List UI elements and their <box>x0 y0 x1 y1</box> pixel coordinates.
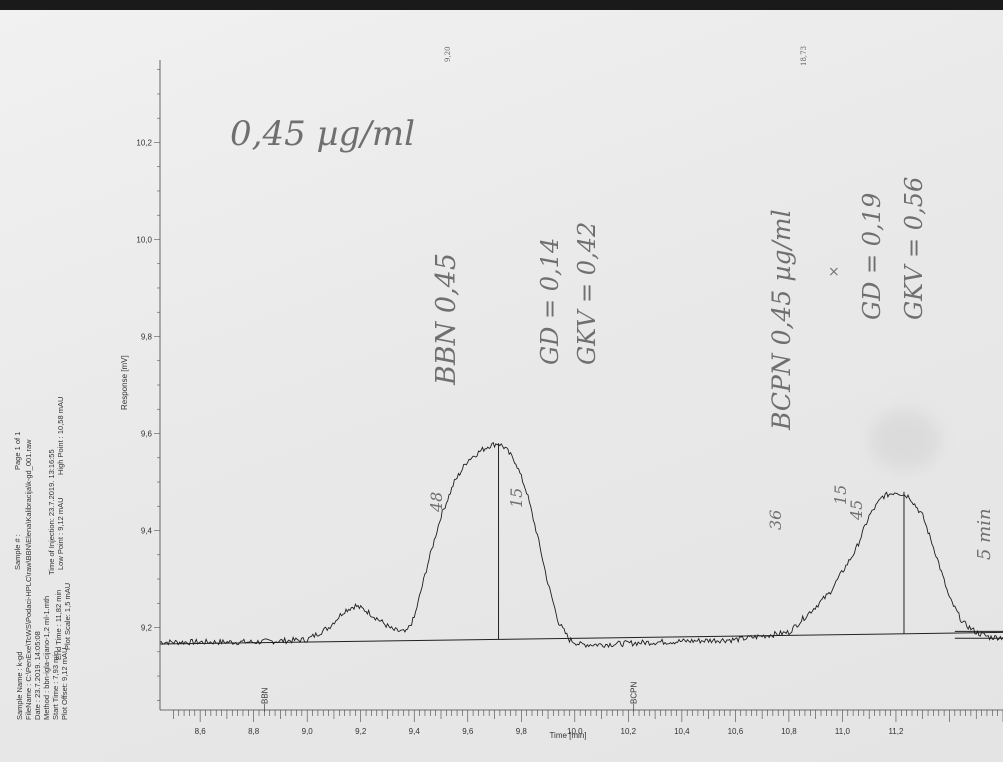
x-tick-label: 10,2 <box>621 727 637 736</box>
method-name: Method : bbn-igla-cijano-1,2 ml-1.mth <box>42 596 51 720</box>
sample-name: Sample Name : k-gd <box>15 652 24 720</box>
hand-gkv-bcpn: GKV = 0,56 <box>900 177 928 320</box>
x-tick-label: 10,0 <box>567 727 583 736</box>
x-tick-label: 9,6 <box>462 727 474 736</box>
plot-offset: Plot Offset: 9,12 mAU <box>60 648 69 720</box>
y-tick-label: 9,2 <box>141 624 153 633</box>
peak-marker-label: BBN <box>260 687 269 704</box>
x-tick-label: 10,6 <box>728 727 744 736</box>
page-indicator: Page 1 of 1 <box>13 432 22 470</box>
hand-tailing-bbn: 15 <box>507 488 526 508</box>
hand-tailing-bcpn-2: 45 <box>847 500 866 521</box>
axes <box>159 60 1003 711</box>
hand-gkv-bbn: GKV = 0,42 <box>573 222 601 365</box>
y-tick-label: 9,6 <box>141 430 153 439</box>
x-tick-label: 11,2 <box>888 727 904 736</box>
report-metadata: Sample Name : k-gd Sample # : Page 1 of … <box>13 397 72 720</box>
handwritten-notes: 0,45 µg/ml BBN 0,45 GD = 0,14 GKV = 0,42… <box>230 114 995 560</box>
peak-marker-label: BCPN <box>630 682 639 704</box>
x-tick-label: 10,4 <box>674 727 690 736</box>
hand-gd-bcpn: GD = 0,19 <box>858 193 886 320</box>
y-tick-label: 9,4 <box>141 527 153 536</box>
x-tick-label: 10,8 <box>781 727 797 736</box>
y-tick-label: 10,0 <box>136 235 152 244</box>
peak-height-lines <box>498 443 905 640</box>
hand-width-bbn: 48 <box>427 492 446 513</box>
x-tick-label: 11,0 <box>835 727 851 736</box>
x-tick-label: 8,6 <box>195 727 207 736</box>
injection-time: Time of Injection: 23.7.2019. 13:16:55 <box>47 449 56 575</box>
x-tick-label: 8,8 <box>248 727 260 736</box>
y-minor-ticks <box>154 69 160 701</box>
x-minor-ticks <box>173 710 1003 722</box>
printout-paper <box>0 10 1003 762</box>
hand-cross-mark: × <box>828 264 840 280</box>
x-tick-label: 9,2 <box>355 727 367 736</box>
hand-bcpn-label: BCPN 0,45 µg/ml <box>767 209 796 431</box>
hand-width-bcpn: 36 <box>766 510 785 530</box>
x-tick-label: 9,0 <box>302 727 314 736</box>
low-point: Low Point : 9,12 mAU <box>56 497 65 570</box>
start-time: Start Time : 7,93 min <box>51 651 60 720</box>
top-annotation-1: 9,20 <box>444 46 452 62</box>
hand-run-time: 5 min <box>974 508 995 560</box>
hand-concentration: 0,45 µg/ml <box>230 114 415 154</box>
hand-gd-bbn: GD = 0,14 <box>536 238 564 365</box>
x-tick-label: 9,4 <box>409 727 421 736</box>
y-tick-label: 10,2 <box>136 138 152 147</box>
series-group <box>159 441 1003 649</box>
y-tick-label: 9,8 <box>141 332 153 341</box>
x-axis-title: Time [min] <box>549 731 586 740</box>
file-name: FileName : C:\PenExe\TcWS\Podaci-HPLC\ra… <box>24 439 33 720</box>
sample-number: Sample # : <box>13 534 22 570</box>
peak-markers: BBN BCPN <box>260 682 639 712</box>
chromatogram-trace <box>159 441 1003 649</box>
hand-tailing-bcpn-1: 15 <box>831 485 850 505</box>
x-tick-label: 9,8 <box>516 727 528 736</box>
high-point: High Point : 10,58 mAU <box>56 397 65 475</box>
plot-scale: Plot Scale: 1,5 mAU <box>63 583 72 650</box>
end-time: End Time : 11,82 min <box>54 590 63 660</box>
hand-bbn-label: BBN 0,45 <box>431 253 462 386</box>
y-tick-labels: 9,2 9,4 9,6 9,8 10,0 10,2 <box>136 138 152 632</box>
paper-stain <box>870 410 940 470</box>
y-axis-title: Response [mV] <box>120 355 129 410</box>
x-tick-labels: 8,6 8,8 9,0 9,2 9,4 9,6 9,8 10,0 10,2 10,4 10,6 10,… <box>195 727 904 736</box>
top-annotation-2: 18,73 <box>800 46 808 66</box>
report-date: Date : 23.7.2019. 14:05:08 <box>33 631 42 720</box>
